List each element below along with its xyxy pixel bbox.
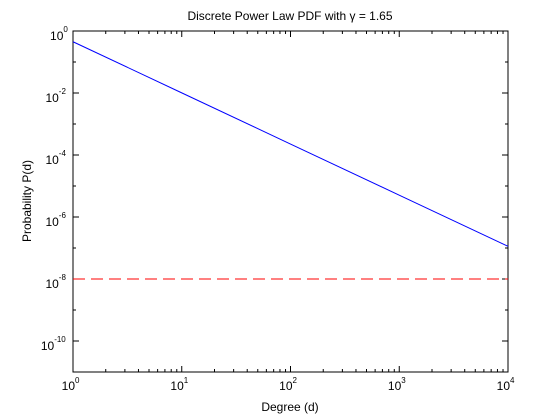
- y-tick-exponent: -10: [54, 335, 66, 344]
- y-tick-label: 10 -2: [45, 87, 66, 105]
- y-axis-label: Probability P(d): [20, 160, 34, 242]
- x-tick-label: 10 2: [279, 376, 297, 393]
- plot-area: [72, 30, 509, 373]
- x-tick-base: 10: [279, 379, 293, 393]
- y-tick-label: 10 0: [50, 25, 68, 43]
- x-tick-exponent: 1: [184, 376, 189, 385]
- y-tick-exponent: -2: [59, 87, 67, 96]
- x-tick-label: 10 0: [62, 376, 80, 393]
- y-tick-base: 10: [45, 277, 59, 291]
- x-tick-exponent: 0: [75, 376, 80, 385]
- x-tick-label: 10 4: [497, 376, 515, 393]
- y-tick-base: 10: [50, 29, 64, 43]
- y-tick-base: 10: [45, 153, 59, 167]
- x-tick-base: 10: [62, 379, 76, 393]
- y-tick-label: 10 -6: [45, 211, 66, 229]
- x-axis-label: Degree (d): [261, 400, 318, 414]
- chart-title: Discrete Power Law PDF with γ = 1.65: [187, 9, 392, 23]
- x-tick-label: 10 1: [170, 376, 188, 393]
- x-tick-base: 10: [388, 379, 402, 393]
- pdf-line: [72, 41, 509, 247]
- y-tick-label: 10 -8: [45, 273, 66, 291]
- y-tick-label: 10 -4: [45, 149, 66, 167]
- x-tick-exponent: 2: [293, 376, 298, 385]
- series-layer: [72, 41, 509, 280]
- x-tick-exponent: 3: [401, 376, 406, 385]
- y-tick-base: 10: [41, 339, 55, 353]
- y-tick-exponent: -8: [59, 273, 67, 282]
- y-tick-label: 10 -10: [41, 335, 66, 353]
- y-tick-exponent: -6: [59, 211, 67, 220]
- x-tick-label: 10 3: [388, 376, 406, 393]
- x-tick-exponent: 4: [510, 376, 515, 385]
- x-tick-base: 10: [497, 379, 511, 393]
- x-tick-labels: 10 0 10 1 10 2 10 3 10 4: [62, 376, 515, 393]
- y-tick-exponent: 0: [63, 25, 68, 34]
- y-tick-base: 10: [45, 215, 59, 229]
- y-tick-base: 10: [45, 91, 59, 105]
- y-tick-exponent: -4: [59, 149, 67, 158]
- x-tick-base: 10: [170, 379, 184, 393]
- tick-marks: [72, 30, 509, 373]
